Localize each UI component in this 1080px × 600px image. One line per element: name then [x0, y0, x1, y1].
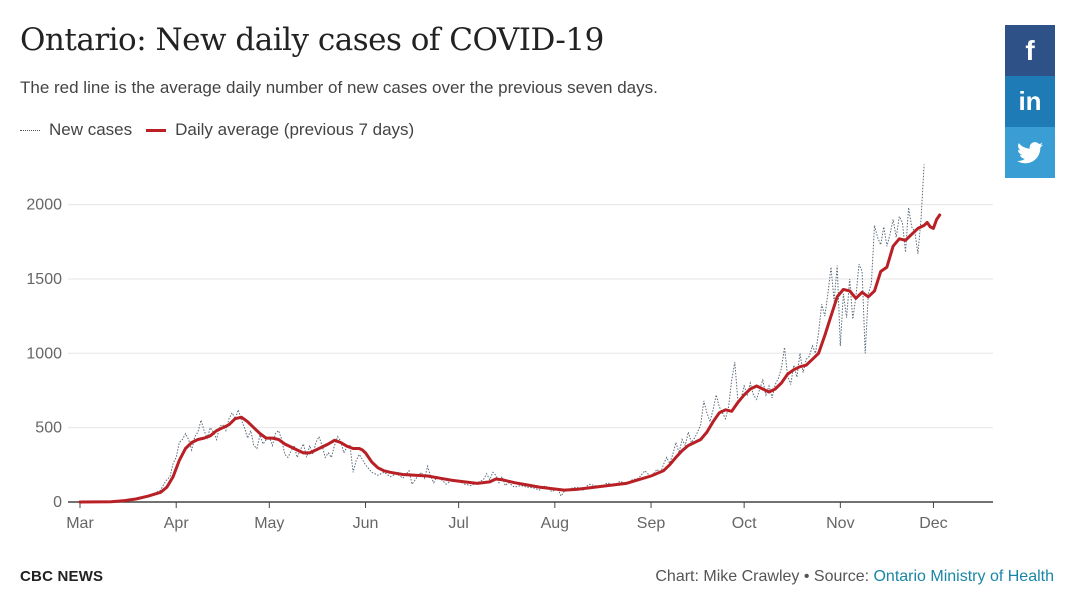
- y-tick-label: 500: [35, 420, 62, 437]
- x-tick-label: Oct: [732, 515, 757, 532]
- x-tick-label: Aug: [541, 515, 569, 532]
- linkedin-share-button[interactable]: in: [1005, 76, 1055, 127]
- x-tick-label: Mar: [66, 515, 94, 532]
- daily-average-line: [78, 213, 942, 504]
- chart-subtitle: The red line is the average daily number…: [20, 78, 658, 97]
- chart-legend: New cases Daily average (previous 7 days…: [20, 120, 428, 140]
- source-link[interactable]: Ontario Ministry of Health: [873, 568, 1054, 585]
- x-tick-label: May: [254, 515, 284, 532]
- grid-layer: [68, 204, 993, 503]
- y-axis: 0 500 1000 1500 2000: [26, 197, 62, 511]
- facebook-share-button[interactable]: f: [1005, 25, 1055, 76]
- new-cases-line: [79, 164, 925, 503]
- legend-swatch-dotted: [20, 129, 40, 131]
- x-tick-label: Dec: [919, 515, 947, 532]
- linkedin-icon: in: [1018, 86, 1042, 116]
- twitter-share-button[interactable]: [1005, 127, 1055, 178]
- x-axis: Mar Apr May Jun Jul Aug Sep Oct Nov Dec: [66, 502, 948, 532]
- twitter-bird-icon: [1017, 141, 1043, 163]
- x-tick-label: Sep: [637, 515, 666, 532]
- x-tick-label: Jun: [353, 515, 379, 532]
- facebook-icon: f: [1025, 34, 1035, 66]
- brand-logo: CBC NEWS: [20, 568, 104, 585]
- x-tick-label: Nov: [826, 515, 854, 532]
- chart-credit: Chart: Mike Crawley • Source: Ontario Mi…: [655, 568, 1054, 586]
- x-tick-label: Apr: [164, 515, 190, 532]
- legend-item-new-cases: New cases: [20, 120, 132, 140]
- y-tick-label: 2000: [26, 197, 62, 214]
- y-tick-label: 1500: [26, 271, 62, 288]
- social-share-bar: f in: [1005, 25, 1055, 178]
- legend-swatch-solid: [146, 128, 167, 132]
- x-tick-label: Jul: [448, 515, 468, 532]
- y-tick-label: 0: [53, 494, 62, 511]
- legend-item-daily-average: Daily average (previous 7 days): [146, 120, 414, 140]
- legend-label-new-cases: New cases: [49, 120, 133, 139]
- credit-text: Chart: Mike Crawley • Source:: [655, 568, 874, 585]
- chart-title: Ontario: New daily cases of COVID-19: [20, 22, 604, 58]
- legend-label-daily-average: Daily average (previous 7 days): [175, 120, 415, 139]
- y-tick-label: 1000: [26, 345, 62, 362]
